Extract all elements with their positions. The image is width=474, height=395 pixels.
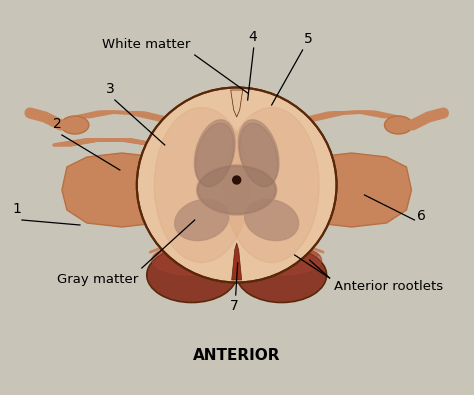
Text: Gray matter: Gray matter [56,273,138,286]
Ellipse shape [245,199,299,241]
Text: 1: 1 [12,202,21,216]
Ellipse shape [237,248,327,303]
Text: 6: 6 [418,209,426,223]
Polygon shape [284,153,411,227]
Ellipse shape [155,107,249,263]
Ellipse shape [239,123,278,187]
Ellipse shape [61,116,89,134]
Text: 7: 7 [230,299,239,313]
Polygon shape [232,243,242,280]
Ellipse shape [197,165,277,215]
Ellipse shape [195,123,234,187]
Ellipse shape [137,88,337,282]
Text: 5: 5 [304,32,312,46]
Ellipse shape [152,245,232,275]
Circle shape [233,176,241,184]
Text: Anterior rootlets: Anterior rootlets [334,280,443,293]
Text: 3: 3 [106,82,114,96]
Ellipse shape [224,107,319,263]
Ellipse shape [194,120,235,186]
Ellipse shape [242,245,321,275]
Ellipse shape [147,248,237,303]
Ellipse shape [384,116,412,134]
Text: 2: 2 [53,117,61,131]
Ellipse shape [175,199,229,241]
Ellipse shape [238,120,279,186]
Text: ANTERIOR: ANTERIOR [193,348,281,363]
Ellipse shape [198,166,276,214]
Polygon shape [231,90,243,117]
Text: White matter: White matter [102,38,191,51]
Text: 4: 4 [248,30,257,44]
Polygon shape [62,153,189,227]
